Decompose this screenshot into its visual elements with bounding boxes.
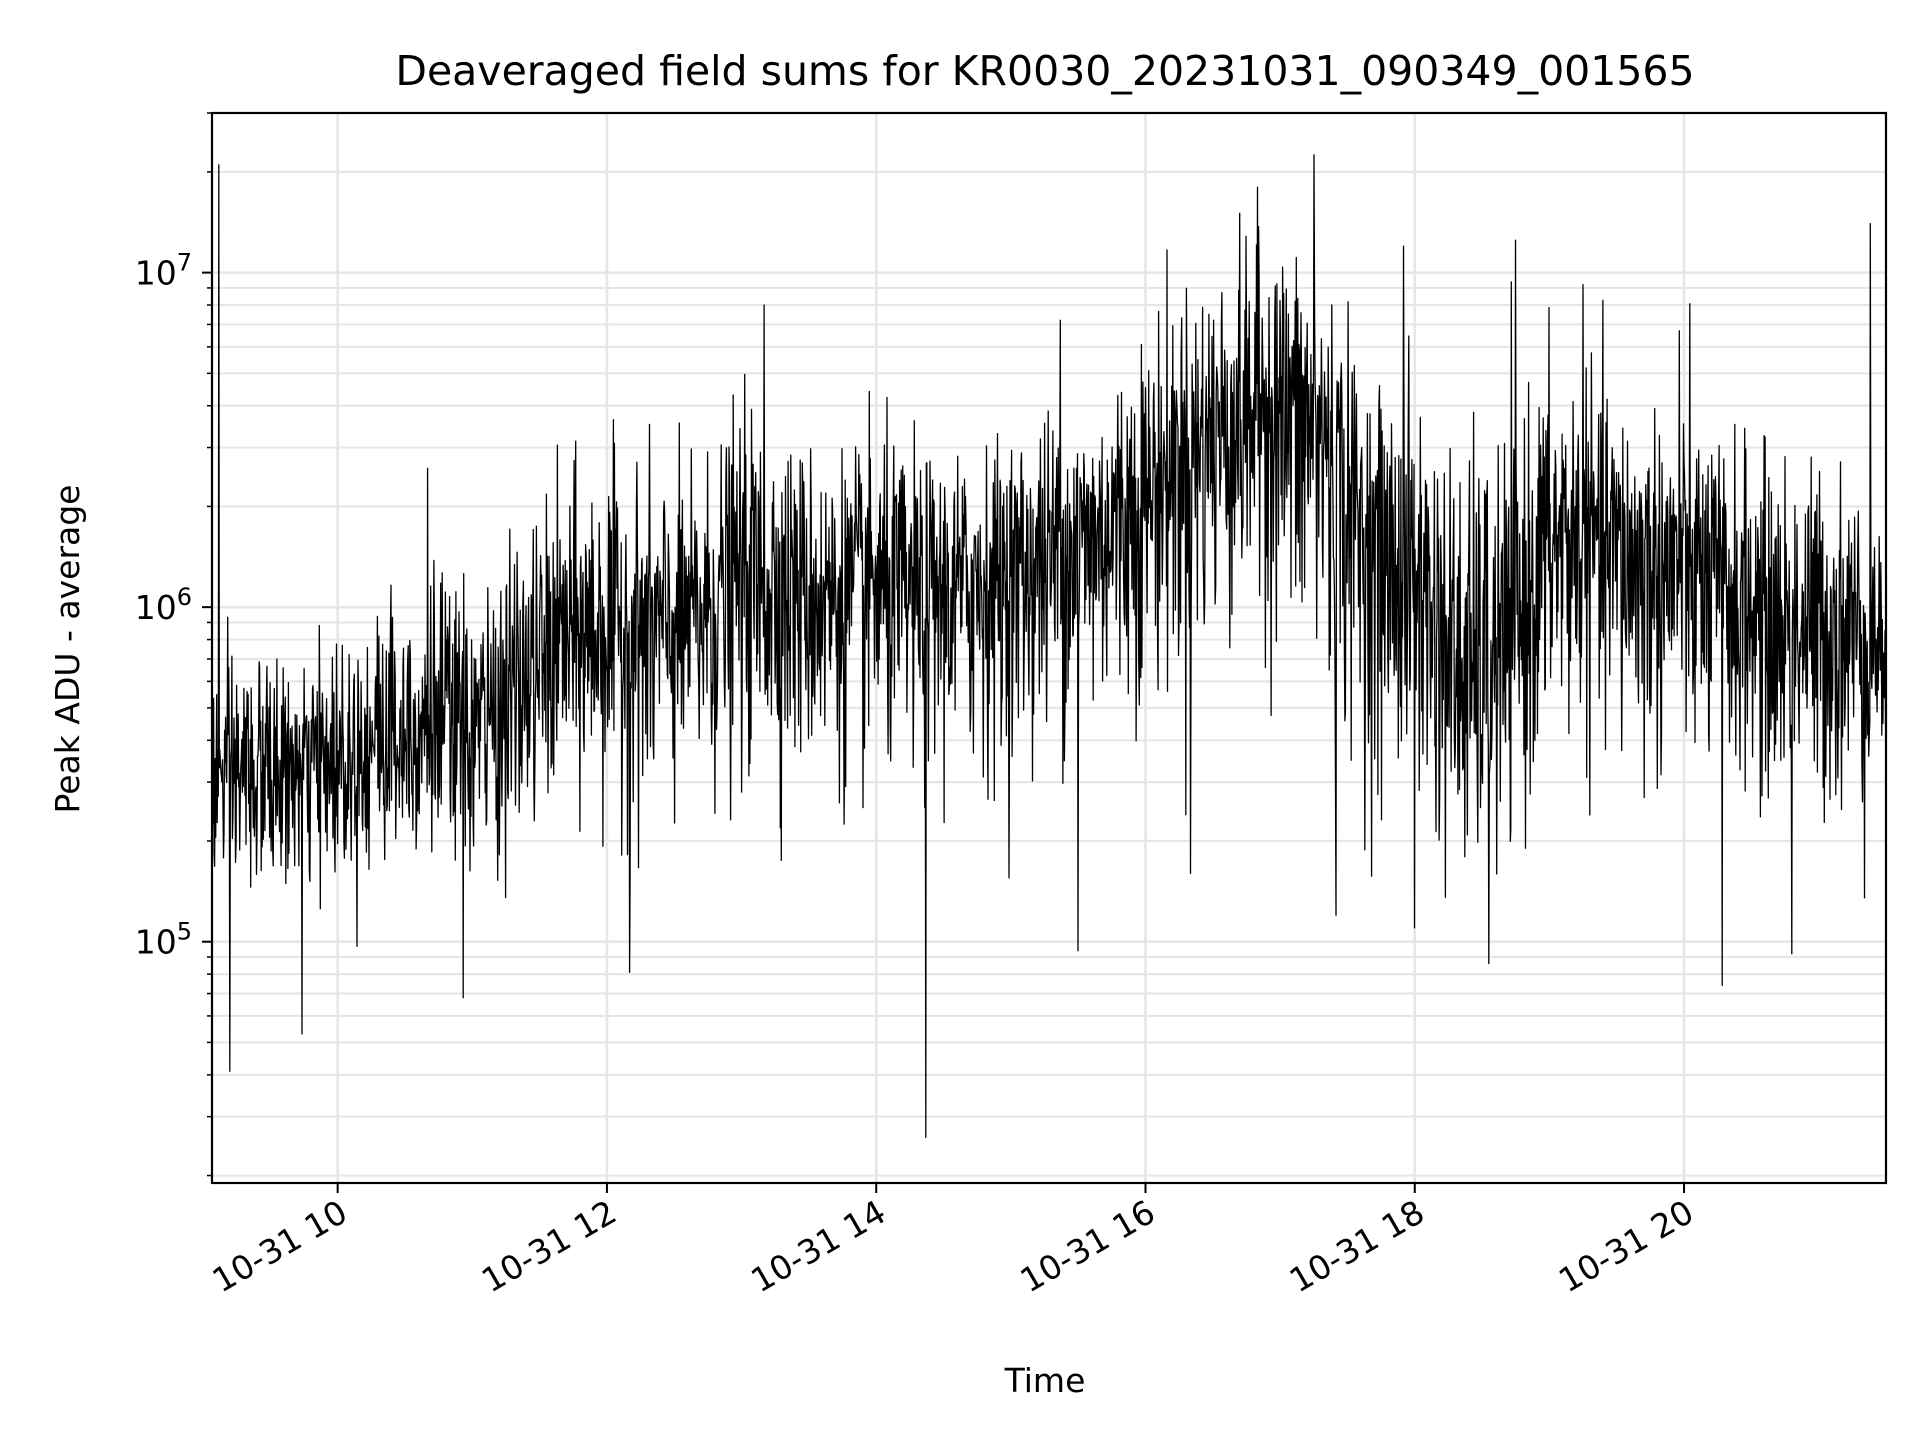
plot-frame: [210, 111, 1888, 1185]
axes: 105 106 107 10-31 10 10-31 12 10-31 14 10-31 1…: [135, 111, 1888, 1300]
data-series: [211, 154, 1887, 1139]
y-tick-label: 106: [135, 583, 192, 627]
x-tick-label: 10-31 16: [1013, 1192, 1161, 1300]
chart-title: Deaveraged field sums for KR0030_2023103…: [395, 47, 1694, 95]
y-tick-label: 107: [135, 249, 192, 293]
x-tick-label: 10-31 12: [475, 1192, 623, 1300]
y-axis-label: Peak ADU - average: [48, 485, 87, 814]
x-axis-label: Time: [1004, 1361, 1086, 1400]
x-tick-label: 10-31 20: [1552, 1192, 1700, 1300]
x-tick-label: 10-31 14: [744, 1192, 892, 1300]
y-tick-label: 105: [135, 918, 192, 962]
series-line: [211, 154, 1887, 1139]
x-tick-label: 10-31 18: [1283, 1192, 1431, 1300]
x-tick-label: 10-31 10: [206, 1192, 354, 1300]
